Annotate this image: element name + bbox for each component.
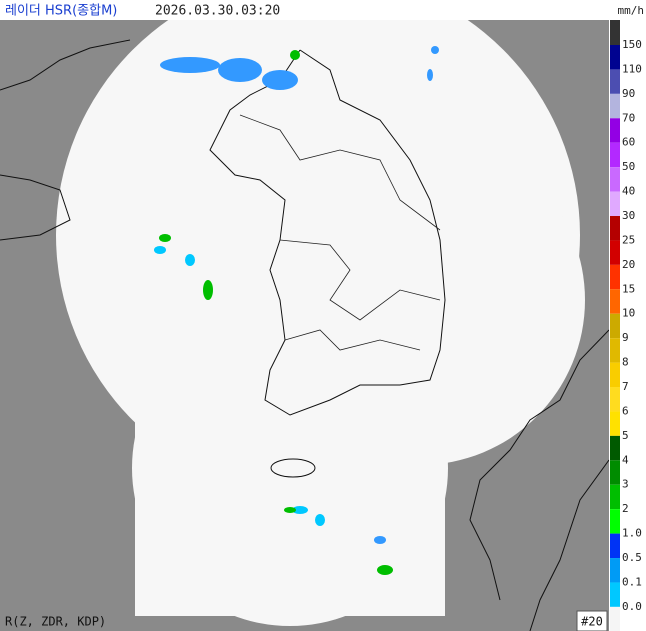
- legend-label: 2: [622, 502, 629, 515]
- legend-label: 6: [622, 404, 629, 417]
- legend-label: 110: [622, 62, 642, 75]
- legend-label: 0.5: [622, 551, 642, 564]
- legend-label: 1.0: [622, 527, 642, 540]
- legend-swatch: [610, 484, 620, 510]
- legend-label: 40: [622, 185, 635, 198]
- legend-label: 3: [622, 478, 629, 491]
- legend-label: 25: [622, 233, 635, 246]
- legend-swatch: [610, 558, 620, 583]
- header-bar: [0, 0, 609, 20]
- legend-swatch: [610, 582, 620, 607]
- legend-swatch: [610, 20, 620, 45]
- legend-unit: mm/h: [618, 4, 645, 17]
- legend-swatch: [610, 264, 620, 290]
- legend-label: 20: [622, 258, 635, 271]
- timestamp: 2026.03.30.03:20: [155, 4, 280, 19]
- legend-swatch: [610, 387, 620, 412]
- legend-label: 5: [622, 429, 629, 442]
- legend-swatch: [610, 338, 620, 363]
- legend-label: 9: [622, 331, 629, 344]
- legend-label: 150: [622, 38, 642, 51]
- legend-swatch: [610, 240, 620, 265]
- legend-swatch: [610, 460, 620, 485]
- legend-label: 10: [622, 307, 635, 320]
- legend-label: 90: [622, 87, 635, 100]
- legend-swatch: [610, 45, 620, 70]
- frame-box: [576, 610, 608, 631]
- legend-label: 8: [622, 356, 629, 369]
- legend-swatch: [610, 69, 620, 94]
- legend-swatch: [610, 289, 620, 314]
- legend-label: 60: [622, 136, 635, 149]
- legend-swatch: [610, 93, 620, 119]
- legend-swatch: [610, 362, 620, 388]
- legend-swatch: [610, 435, 620, 461]
- coverage: [0, 20, 609, 631]
- legend-swatch: [610, 118, 620, 143]
- legend-label: 0.1: [622, 575, 642, 588]
- legend-label: 70: [622, 111, 635, 124]
- legend-swatch: [610, 509, 620, 534]
- legend-label: 7: [622, 380, 629, 393]
- legend-label: 4: [622, 453, 629, 466]
- legend: 150 110 90 70 60 50 40 30 25 20 15 10 9 8 7 6 5 4 3 2 1.0 0.5…: [610, 20, 642, 631]
- legend-label: 15: [622, 282, 635, 295]
- title: 레이더 HSR(종합M): [5, 4, 117, 19]
- legend-swatch: [610, 533, 620, 559]
- legend-label: 50: [622, 160, 635, 173]
- legend-swatch: [610, 142, 620, 168]
- legend-swatch: [610, 411, 620, 436]
- legend-label: 0.0: [622, 600, 642, 613]
- legend-swatch: [610, 216, 620, 241]
- legend-label: 30: [622, 209, 635, 222]
- legend-swatch: [610, 191, 620, 217]
- legend-swatch: [610, 313, 620, 339]
- legend-swatch: [610, 606, 620, 631]
- method-label: R(Z, ZDR, KDP): [5, 615, 106, 629]
- legend-swatch: [610, 167, 620, 192]
- frame-label: #20: [581, 615, 603, 629]
